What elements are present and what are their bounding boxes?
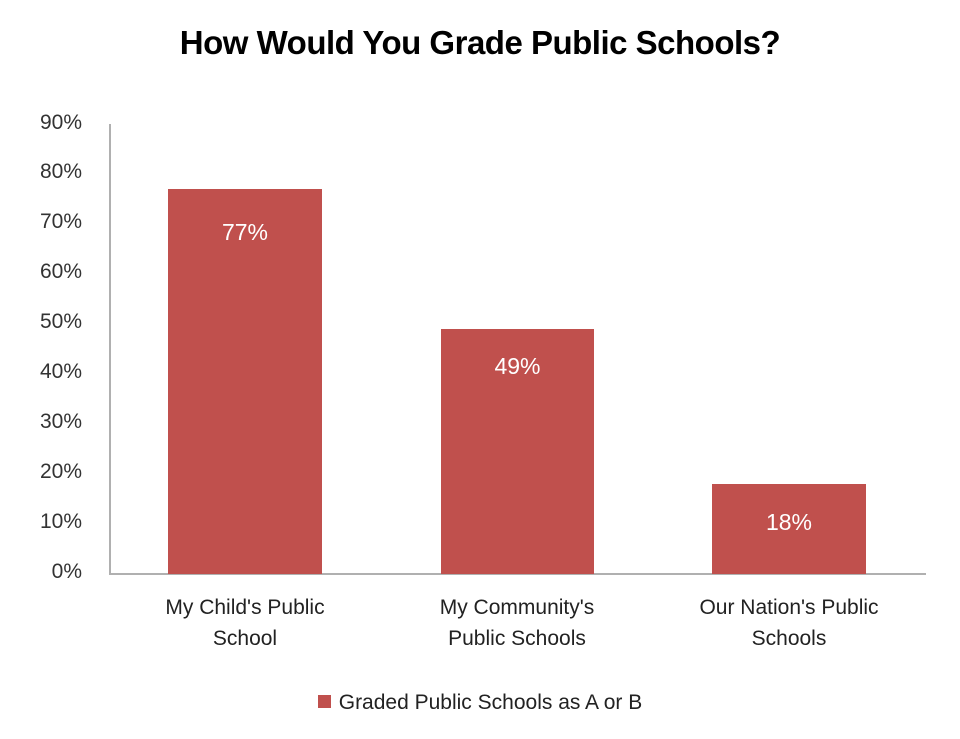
y-tick-label: 60%: [39, 260, 82, 283]
x-category-label: My Child's Public School: [115, 592, 375, 654]
y-tick-label: 80%: [39, 160, 82, 183]
y-tick-label: 70%: [39, 210, 82, 233]
bar-our-nations-public-schools: 18%: [712, 484, 866, 574]
y-tick-label: 10%: [39, 510, 82, 533]
bar-my-communitys-public-schools: 49%: [441, 329, 594, 574]
y-tick-label: 40%: [39, 360, 82, 383]
legend: Graded Public Schools as A or B: [0, 691, 960, 715]
y-tick-label: 30%: [39, 410, 82, 433]
y-tick-label: 20%: [39, 460, 82, 483]
legend-swatch-icon: [317, 694, 331, 708]
y-axis-line: [109, 124, 111, 574]
x-label-line: My Child's Public: [165, 596, 325, 619]
x-label-line: Public Schools: [448, 627, 586, 650]
y-tick-label: 50%: [39, 310, 82, 333]
x-label-line: Schools: [751, 627, 827, 650]
y-tick-label: 0%: [51, 560, 82, 583]
bar-value-label: 18%: [765, 509, 813, 535]
bar-my-childs-public-school: 77%: [168, 189, 322, 574]
legend-label: Graded Public Schools as A or B: [338, 691, 643, 714]
bar-value-label: 49%: [494, 353, 541, 379]
x-label-line: My Community's: [439, 596, 595, 619]
chart-title: How Would You Grade Public Schools?: [179, 24, 781, 61]
x-category-label: Our Nation's Public Schools: [659, 592, 919, 654]
x-category-label: My Community's Public Schools: [387, 592, 647, 654]
x-label-line: School: [212, 627, 278, 650]
x-axis-line: [109, 573, 926, 575]
y-tick-label: 90%: [39, 111, 82, 134]
x-label-line: Our Nation's Public: [699, 596, 879, 619]
bar-value-label: 77%: [221, 219, 269, 245]
